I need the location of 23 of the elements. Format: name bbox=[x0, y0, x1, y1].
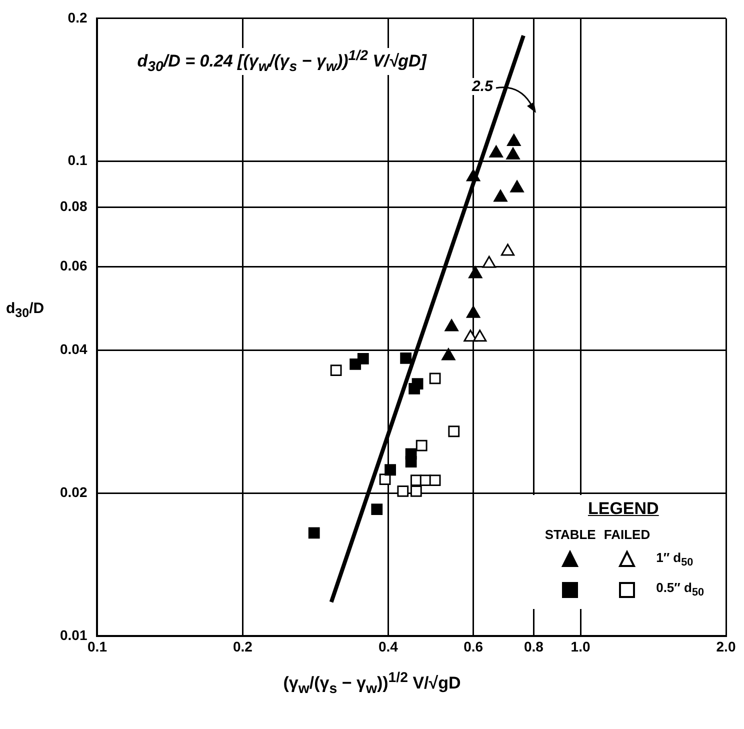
legend-label: 0.5″ d$_{50}$ bbox=[655, 579, 705, 601]
y-tick-label: 0.01 bbox=[60, 627, 88, 644]
x-tick-label: 2.0 bbox=[716, 638, 736, 654]
y-axis-title: d$_{30}$/D bbox=[6, 300, 44, 320]
y-tick-label: 0.04 bbox=[60, 341, 88, 358]
y-tick-label: 0.06 bbox=[60, 258, 88, 274]
x-tick-label: 0.1 bbox=[88, 638, 108, 654]
y-tick-label: 0.1 bbox=[68, 152, 88, 168]
x-tick-label: 0.2 bbox=[232, 638, 253, 654]
y-tick-label: 0.02 bbox=[60, 484, 88, 500]
legend-label: 1″ d$_{50}$ bbox=[655, 548, 694, 570]
legend-title: LEGEND bbox=[586, 498, 660, 519]
x-tick-label: 0.8 bbox=[524, 638, 544, 654]
x-tick-label: 1.0 bbox=[570, 638, 590, 654]
text: d$_{30}$/D = 0.24 [(γ$_{w}$/(γ$_{s}$ − γ$_{w}$))$^{1/2}$ V/√gD] bbox=[137, 48, 426, 76]
x-tick-label: 0.4 bbox=[378, 638, 398, 654]
x-tick-label: 0.6 bbox=[464, 638, 484, 654]
text: (γ$_{w}$/(γ$_{s}$ − γ$_{w}$))$^{1/2}$ V/√gD bbox=[283, 670, 461, 698]
annotation: STABLE bbox=[544, 526, 597, 544]
y-tick-label: 0.2 bbox=[68, 9, 88, 26]
annotation: FAILED bbox=[602, 526, 652, 544]
y-tick-label: 0.08 bbox=[60, 198, 88, 214]
annotation: 2.5 bbox=[470, 78, 495, 95]
